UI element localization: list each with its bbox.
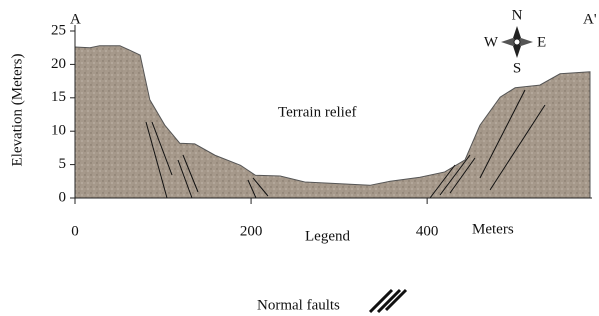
- annotation: Terrain relief: [278, 104, 356, 120]
- y-tick-label: 15: [51, 89, 66, 105]
- corner-label: A: [70, 11, 81, 27]
- compass-label: W: [484, 34, 499, 50]
- x-tick-label: 400: [416, 223, 439, 239]
- x-tick-label: 0: [71, 223, 79, 239]
- y-tick-label: 5: [59, 156, 67, 172]
- chart: Elevation (Meters) Meters Terrain relief…: [0, 0, 599, 316]
- legend-label: Normal faults: [257, 297, 340, 313]
- compass-label: N: [512, 7, 523, 23]
- y-tick-label: 0: [59, 189, 67, 205]
- y-tick-label: 20: [51, 56, 66, 72]
- y-tick-label: 25: [51, 22, 66, 38]
- y-axis-label: Elevation (Meters): [9, 54, 25, 167]
- compass-label: S: [513, 60, 521, 76]
- x-tick-label: 200: [240, 223, 263, 239]
- corner-label: A': [583, 11, 597, 27]
- legend-title: Legend: [305, 228, 350, 244]
- compass-label: E: [537, 34, 546, 50]
- legend-icon: [370, 290, 406, 312]
- x-axis-label: Meters: [472, 221, 514, 237]
- y-tick-label: 10: [51, 123, 66, 139]
- compass: N E S W: [484, 7, 546, 76]
